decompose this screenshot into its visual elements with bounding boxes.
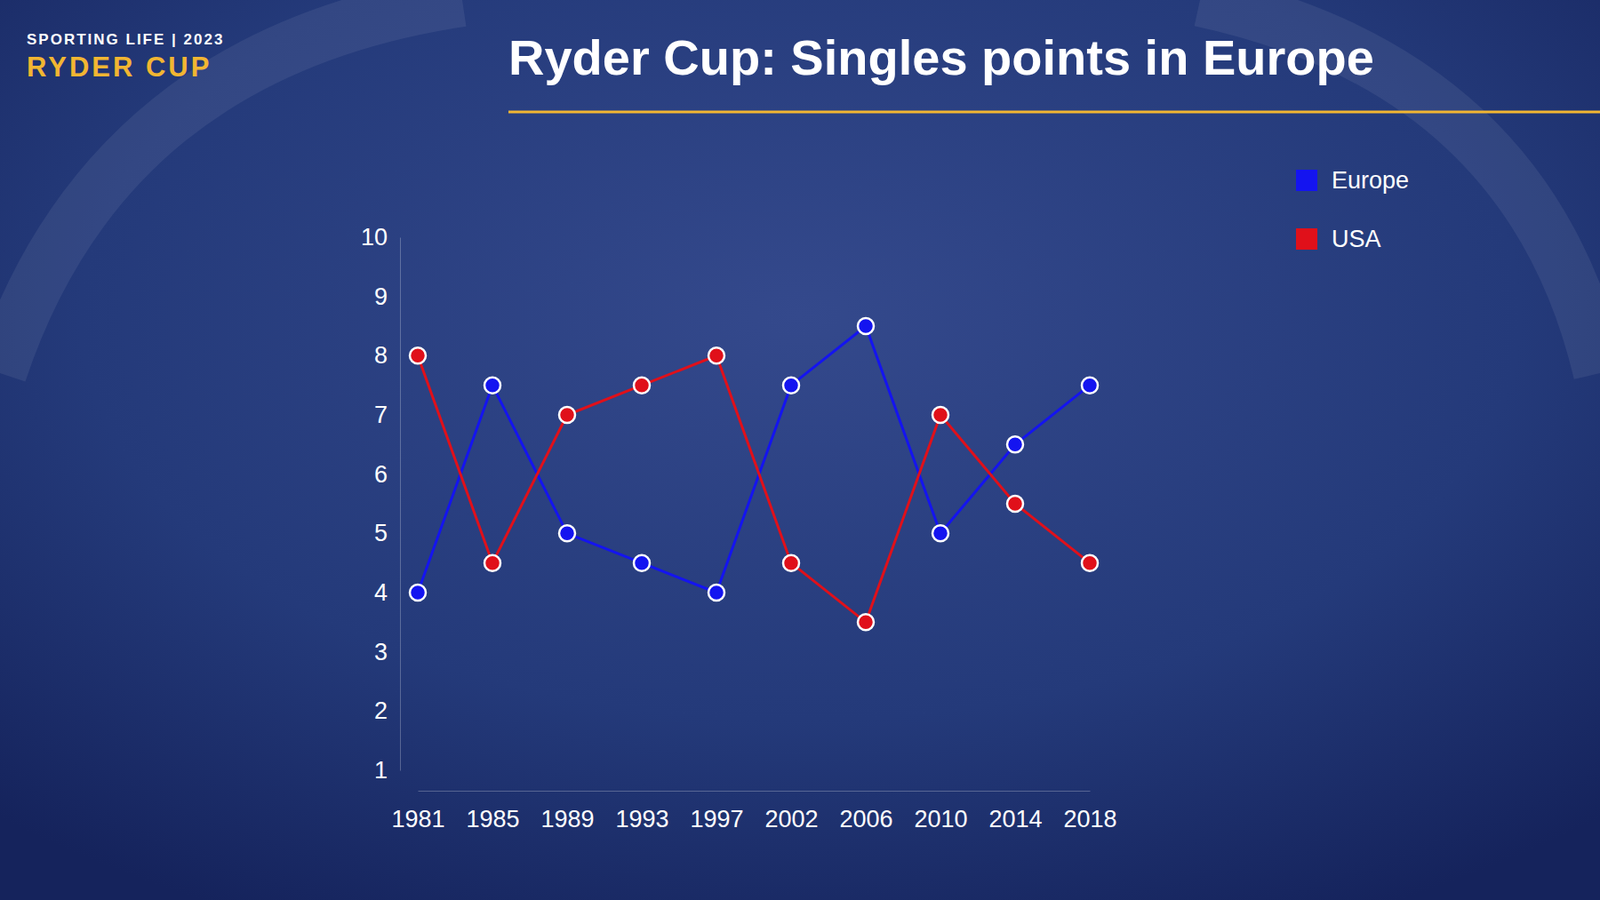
legend-label: USA	[1331, 225, 1382, 253]
series-marker	[783, 555, 800, 572]
x-tick-label: 2014	[988, 806, 1042, 833]
series-marker	[932, 525, 949, 542]
series-marker	[633, 555, 650, 572]
series-marker	[633, 377, 650, 394]
y-tick: 10	[360, 224, 400, 251]
x-tick-label: 1989	[540, 806, 594, 833]
x-tick: 2010	[913, 791, 968, 833]
decor-arc	[0, 0, 463, 374]
y-tick: 5	[374, 520, 400, 547]
x-tick-label: 1981	[391, 806, 445, 833]
series-line	[417, 355, 1090, 623]
x-tick-label: 2018	[1063, 806, 1117, 833]
y-tick-label: 8	[374, 342, 388, 369]
x-tick: 2014	[988, 791, 1042, 833]
x-tick: 1981	[391, 791, 445, 833]
y-tick-label: 5	[374, 520, 388, 547]
series-marker	[559, 407, 576, 424]
series-marker	[484, 377, 501, 394]
series-marker	[409, 584, 426, 601]
y-tick-label: 9	[374, 283, 388, 311]
y-tick-label: 7	[374, 401, 388, 429]
series-marker	[932, 407, 949, 424]
series-marker	[1007, 496, 1024, 512]
y-tick: 3	[374, 639, 400, 666]
x-tick-label: 2006	[839, 806, 893, 833]
y-tick: 7	[374, 401, 400, 429]
y-tick-label: 4	[374, 579, 388, 607]
chart: SPORTING LIFE | 2023 RYDER CUP Ryder Cup: …	[0, 0, 1600, 900]
y-tick-label: 10	[360, 224, 388, 251]
y-tick: 2	[374, 697, 400, 725]
title-rule	[508, 111, 1600, 114]
x-tick: 1989	[540, 791, 594, 833]
series-marker	[1007, 436, 1024, 453]
y-tick: 1	[374, 757, 400, 784]
legend: Europe USA	[1296, 167, 1409, 253]
x-tick: 1985	[465, 791, 520, 833]
y-axis-line	[400, 238, 401, 772]
x-axis-line	[418, 791, 1091, 792]
background	[0, 0, 1600, 900]
x-tick: 2002	[764, 791, 818, 833]
y-tick: 9	[374, 283, 400, 311]
series-marker	[783, 377, 800, 394]
series-marker	[857, 614, 874, 631]
x-tick-label: 2002	[764, 806, 818, 833]
series-marker	[1081, 555, 1098, 572]
y-tick-label: 2	[374, 697, 388, 725]
title: Ryder Cup: Singles points in Europe	[508, 29, 1375, 86]
x-axis: 1981 1985 1989 1993 1997 2002 2006 2010 2014 2018	[391, 791, 1117, 833]
series-marker	[857, 318, 874, 335]
x-tick-label: 1997	[689, 806, 744, 833]
legend-swatch	[1296, 228, 1318, 250]
legend-label: Europe	[1331, 167, 1409, 194]
x-tick: 2006	[839, 791, 893, 833]
x-tick-label: 1985	[465, 806, 520, 833]
series-marker	[484, 555, 501, 572]
plot-area	[409, 318, 1098, 631]
series-marker	[708, 347, 725, 364]
y-tick: 6	[374, 461, 400, 488]
series-marker	[409, 347, 426, 364]
y-axis: 1 2 3 4 5 6 7 8 9 10	[360, 224, 401, 784]
series-marker	[1081, 377, 1098, 394]
y-tick: 4	[374, 579, 400, 607]
x-tick: 1997	[689, 791, 744, 833]
brand-title: RYDER CUP	[26, 51, 212, 83]
x-tick-label: 2010	[913, 806, 968, 833]
legend-swatch	[1296, 169, 1318, 192]
series-marker	[708, 584, 725, 601]
x-tick-label: 1993	[615, 806, 669, 833]
y-tick-label: 6	[374, 461, 388, 488]
y-tick-label: 3	[374, 639, 388, 666]
x-tick: 2018	[1063, 791, 1117, 833]
x-tick: 1993	[615, 791, 669, 833]
y-tick-label: 1	[374, 757, 388, 784]
brand-label: SPORTING LIFE | 2023	[26, 31, 224, 48]
y-tick: 8	[374, 342, 400, 369]
series-marker	[559, 525, 576, 542]
